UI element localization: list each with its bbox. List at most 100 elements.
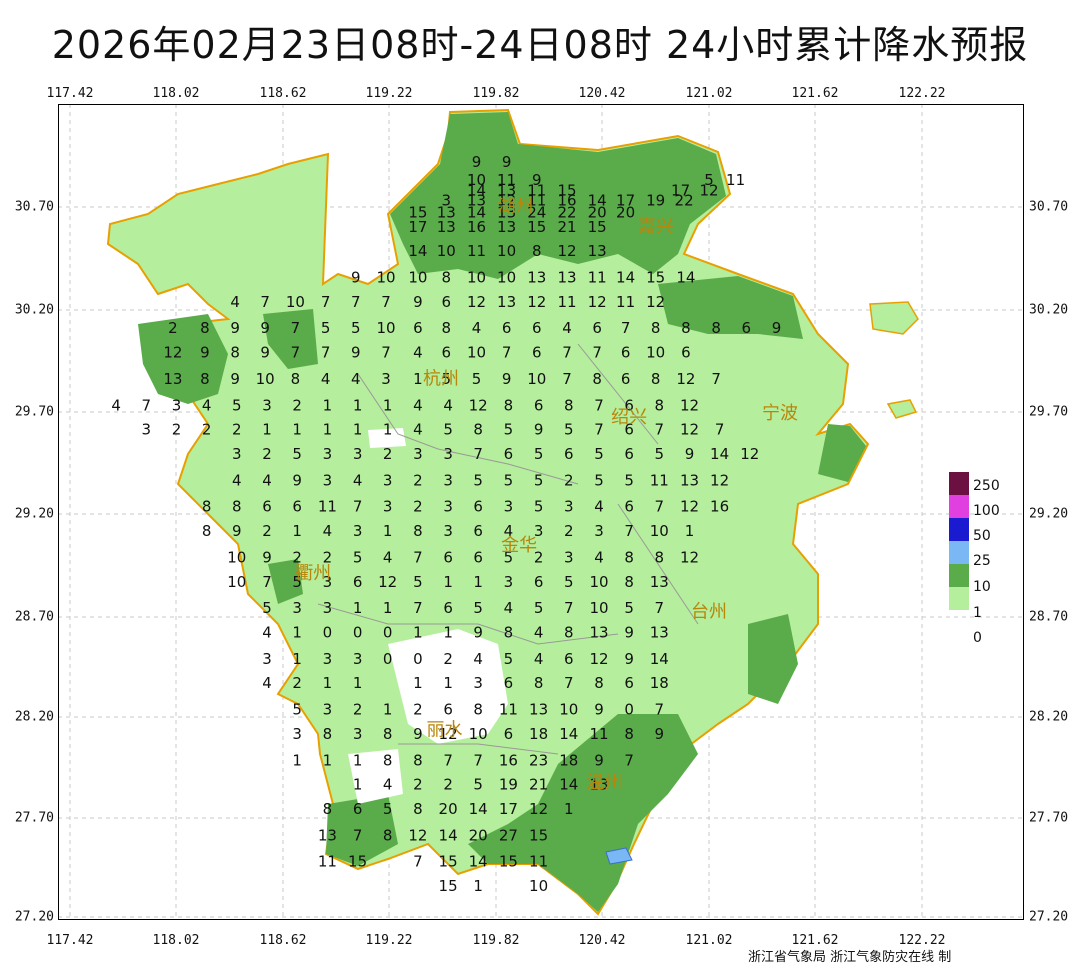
precip-value: 1 bbox=[443, 624, 453, 642]
precip-value: 13 bbox=[589, 624, 608, 642]
precip-value: 3 bbox=[381, 370, 391, 388]
precip-value: 10 bbox=[467, 269, 486, 287]
precip-value: 14 bbox=[559, 725, 578, 743]
precip-value: 5 bbox=[442, 370, 452, 388]
boundary-shaoxing-ningbo bbox=[577, 343, 659, 445]
precip-value: 10 bbox=[437, 242, 456, 260]
precip-value: 4 bbox=[323, 522, 333, 540]
precip-value: 6 bbox=[624, 674, 634, 692]
precip-value: 10 bbox=[497, 269, 516, 287]
precip-value: 10 bbox=[376, 319, 395, 337]
precip-value: 12 bbox=[163, 344, 182, 362]
heavy-rain-zones bbox=[138, 112, 866, 912]
precip-value: 8 bbox=[323, 800, 333, 818]
precip-value: 4 bbox=[351, 370, 361, 388]
precip-value: 4 bbox=[202, 396, 212, 414]
precip-value: 3 bbox=[353, 522, 363, 540]
precip-value: 12 bbox=[676, 370, 695, 388]
precip-value: 2 bbox=[564, 471, 574, 489]
precip-value: 8 bbox=[202, 522, 212, 540]
precip-value: 21 bbox=[529, 776, 548, 794]
precip-value: 8 bbox=[442, 319, 452, 337]
rain-zone-north bbox=[390, 112, 726, 279]
precip-value: 5 bbox=[594, 445, 604, 463]
legend-label: 1 bbox=[973, 605, 982, 621]
precip-value: 6 bbox=[592, 319, 602, 337]
legend-swatch-250 bbox=[949, 472, 969, 495]
precip-value: 16 bbox=[499, 751, 518, 769]
precip-value: 4 bbox=[472, 319, 482, 337]
precip-value: 5 bbox=[473, 776, 483, 794]
precip-value: 12 bbox=[527, 293, 546, 311]
y-tick-right: 28.20 bbox=[1029, 709, 1069, 725]
precip-value: 4 bbox=[534, 624, 544, 642]
precip-value: 12 bbox=[699, 181, 718, 199]
city-boundaries bbox=[317, 343, 699, 755]
precip-value: 11 bbox=[318, 853, 337, 871]
precip-value: 5 bbox=[292, 445, 302, 463]
precip-value: 8 bbox=[564, 624, 574, 642]
city-label: 温州 bbox=[586, 772, 622, 793]
x-tick-bottom: 121.02 bbox=[685, 933, 733, 948]
precip-value: 15 bbox=[588, 218, 607, 236]
precip-value: 8 bbox=[413, 800, 423, 818]
precip-value: 2 bbox=[292, 548, 302, 566]
precip-value: 22 bbox=[557, 204, 576, 222]
precip-value: 8 bbox=[534, 674, 544, 692]
precip-value: 2 bbox=[168, 319, 178, 337]
precip-value: 13 bbox=[557, 269, 576, 287]
precip-value: 5 bbox=[655, 445, 665, 463]
precip-value: 6 bbox=[292, 498, 302, 516]
boundary-shaoxing-taizhou bbox=[617, 503, 699, 625]
precip-value: 8 bbox=[504, 396, 514, 414]
precip-value: 7 bbox=[291, 344, 301, 362]
rain-zone-quzhou bbox=[268, 559, 303, 604]
precip-value: 12 bbox=[740, 445, 759, 463]
precip-value: 3 bbox=[564, 548, 574, 566]
precip-value: 6 bbox=[443, 548, 453, 566]
precip-value: 1 bbox=[383, 701, 393, 719]
y-tick-left: 28.70 bbox=[14, 609, 54, 625]
precip-value: 4 bbox=[321, 370, 331, 388]
precip-value: 5 bbox=[473, 599, 483, 617]
precip-value: 10 bbox=[227, 548, 246, 566]
precip-value: 12 bbox=[680, 498, 699, 516]
precip-value: 10 bbox=[527, 370, 546, 388]
y-tick-right: 29.70 bbox=[1029, 404, 1069, 420]
precip-value: 7 bbox=[381, 293, 391, 311]
precip-value: 5 bbox=[292, 573, 302, 591]
precip-value: 10 bbox=[467, 344, 486, 362]
precip-value: 15 bbox=[348, 853, 367, 871]
precip-value: 7 bbox=[321, 293, 331, 311]
precip-value: 7 bbox=[562, 370, 572, 388]
precip-value: 13 bbox=[588, 242, 607, 260]
y-tick-right: 28.70 bbox=[1029, 609, 1069, 625]
x-tick-bottom: 119.22 bbox=[365, 933, 413, 948]
precip-value: 4 bbox=[230, 293, 240, 311]
precip-value: 2 bbox=[292, 396, 302, 414]
precip-value: 8 bbox=[651, 370, 661, 388]
precip-value: 1 bbox=[292, 421, 302, 439]
legend-label: 10 bbox=[973, 579, 991, 595]
precip-value: 5 bbox=[321, 319, 331, 337]
precip-value: 12 bbox=[469, 396, 488, 414]
precip-value: 3 bbox=[473, 674, 483, 692]
x-tick-bottom: 119.82 bbox=[472, 933, 520, 948]
precip-value: 14 bbox=[676, 269, 695, 287]
precip-value: 8 bbox=[323, 725, 333, 743]
precip-value: 1 bbox=[473, 877, 483, 895]
precip-value: 13 bbox=[467, 191, 486, 209]
precip-value: 7 bbox=[624, 751, 634, 769]
precip-value: 14 bbox=[469, 853, 488, 871]
precip-value: 2 bbox=[232, 421, 242, 439]
zhoushan-island bbox=[869, 301, 919, 335]
precip-value: 9 bbox=[230, 370, 240, 388]
city-label: 金华 bbox=[501, 535, 537, 556]
precip-value: 1 bbox=[292, 522, 302, 540]
precip-value: 1 bbox=[353, 396, 363, 414]
precip-value: 1 bbox=[323, 674, 333, 692]
precip-value: 7 bbox=[624, 522, 634, 540]
precip-value: 3 bbox=[564, 498, 574, 516]
